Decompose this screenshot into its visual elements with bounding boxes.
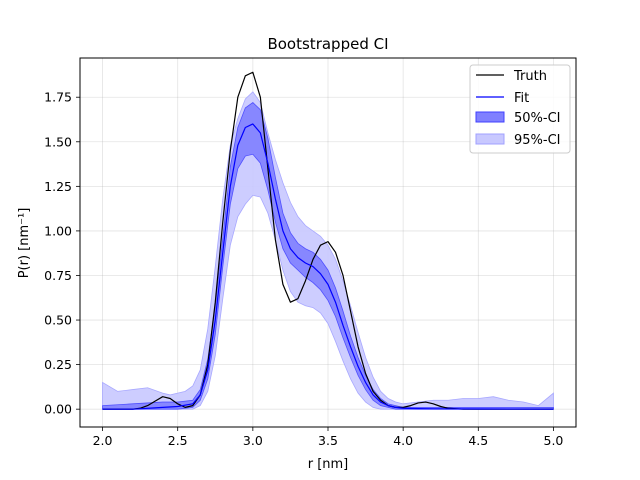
y-axis-label: P(r) [nm⁻¹] — [17, 208, 32, 279]
legend: Truth Fit 50%-CI 95%-CI — [469, 64, 571, 154]
y-tick-label: 1.00 — [44, 223, 72, 238]
y-tick-label: 0.25 — [44, 357, 72, 372]
y-tick-label: 1.25 — [44, 179, 72, 194]
x-tick-label: 3.5 — [318, 433, 338, 448]
ticks: 2.0 2.5 3.0 3.5 4.0 4.5 5.0 0.00 0.25 0.50 0.75 1.0… — [44, 90, 563, 448]
legend-handle-ci50 — [475, 111, 505, 123]
y-tick-label: 1.75 — [44, 90, 72, 105]
y-tick-label: 0.75 — [44, 268, 72, 283]
y-tick-label: 0.00 — [44, 402, 72, 417]
legend-label-ci50: 50%-CI — [514, 111, 561, 126]
legend-label-fit: Fit — [514, 91, 529, 106]
x-axis-label: r [nm] — [308, 457, 349, 472]
legend-frame — [469, 64, 571, 154]
chart-title: Bootstrapped CI — [267, 35, 388, 53]
y-tick-label: 1.50 — [44, 134, 72, 149]
x-tick-label: 3.0 — [243, 433, 263, 448]
x-tick-label: 5.0 — [544, 433, 564, 448]
fit-line — [102, 123, 554, 410]
x-tick-label: 2.5 — [168, 433, 188, 448]
x-tick-label: 2.0 — [93, 433, 113, 448]
plot-area — [102, 71, 554, 410]
x-tick-label: 4.5 — [468, 433, 488, 448]
x-tick-label: 4.0 — [393, 433, 413, 448]
legend-handle-ci95 — [475, 133, 505, 145]
legend-label-truth: Truth — [513, 69, 547, 84]
y-tick-label: 0.50 — [44, 313, 72, 328]
legend-label-ci95: 95%-CI — [514, 133, 561, 148]
